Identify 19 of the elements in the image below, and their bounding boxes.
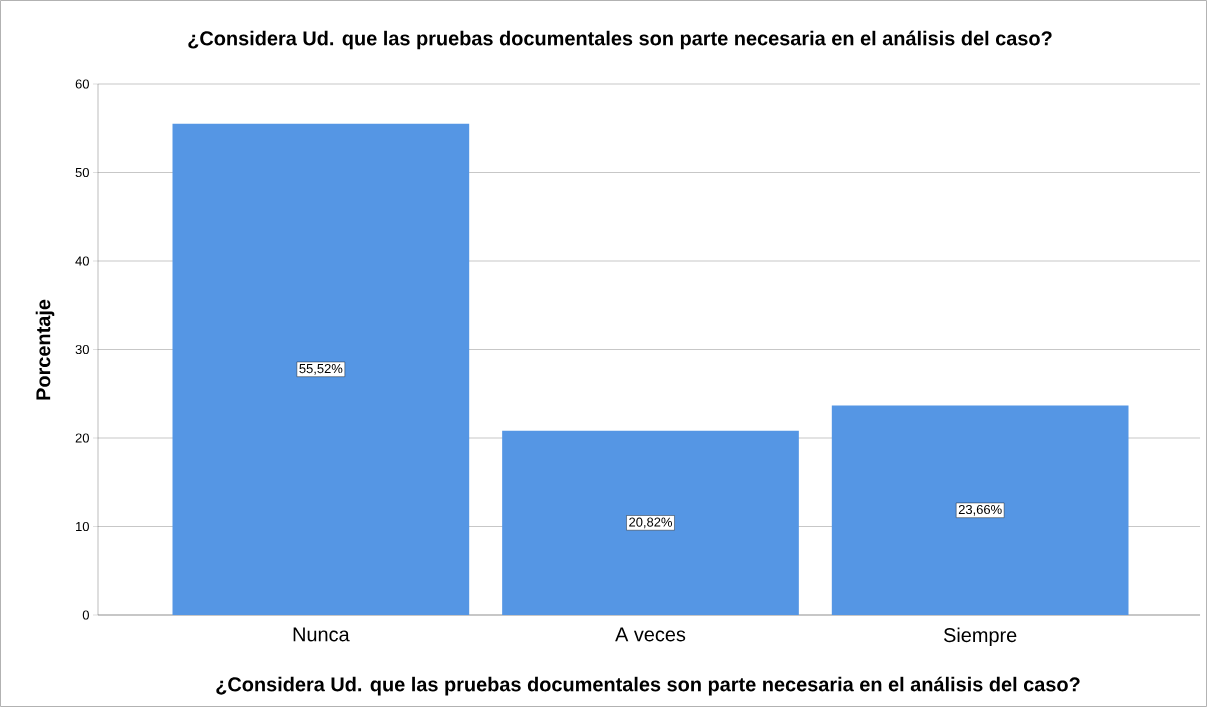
y-tick-label: 40 bbox=[75, 256, 89, 266]
data-label: 23,66% bbox=[958, 504, 1002, 516]
x-axis-title: ¿Considera Ud. que las pruebas documentales son parte necesaria en el análisis del caso? bbox=[216, 676, 1080, 696]
bar bbox=[172, 123, 470, 615]
x-tick-label: Siempre bbox=[943, 627, 1017, 647]
y-axis-title: Porcentaje bbox=[35, 299, 55, 400]
x-tick-label: A veces bbox=[615, 627, 686, 642]
y-tick-label: 0 bbox=[82, 610, 89, 620]
data-label: 55,52% bbox=[299, 363, 343, 375]
x-tick-label: Nunca bbox=[293, 627, 350, 642]
data-label: 20,82% bbox=[629, 517, 673, 529]
bar bbox=[831, 405, 1129, 615]
y-tick-label: 30 bbox=[75, 344, 89, 355]
bar bbox=[502, 430, 799, 615]
y-tick-label: 20 bbox=[75, 433, 89, 443]
y-tick-label: 50 bbox=[75, 167, 89, 178]
y-tick-label: 60 bbox=[75, 79, 89, 89]
y-tick-label: 10 bbox=[76, 521, 89, 532]
chart-title: ¿Considera Ud. que las pruebas documentales son parte necesaria en el análisis del caso? bbox=[188, 30, 1052, 50]
